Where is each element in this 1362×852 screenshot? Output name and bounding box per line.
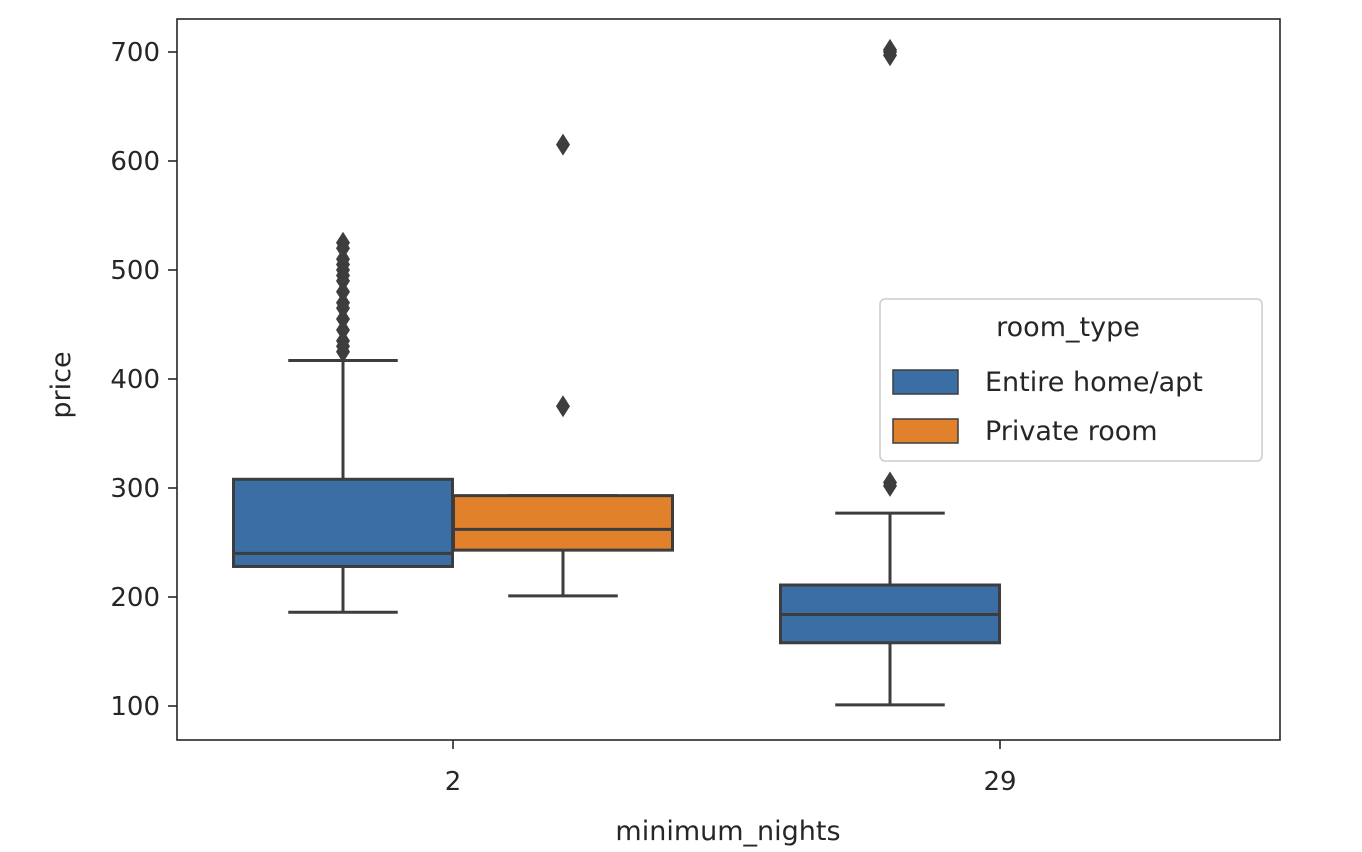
outlier-point <box>883 471 897 494</box>
y-axis-label: price <box>46 351 77 418</box>
y-tick-label: 600 <box>110 147 160 177</box>
legend-swatch-private-room <box>892 418 959 444</box>
y-tick-label: 400 <box>110 365 160 395</box>
legend-label-entire-home: Entire home/apt <box>985 367 1203 398</box>
box-private-room-2 <box>452 133 674 598</box>
outlier-point <box>556 133 570 156</box>
box-entire-home-apt-2 <box>232 231 454 614</box>
x-axis: 2 29 <box>445 740 1017 797</box>
legend-title: room_type <box>996 312 1140 343</box>
box-iqr <box>452 494 674 552</box>
box-entire-home-apt-29 <box>779 38 1001 707</box>
y-tick-label: 200 <box>110 583 160 613</box>
outlier-point <box>556 395 570 418</box>
outlier-point <box>336 231 350 254</box>
y-tick-label: 300 <box>110 474 160 504</box>
legend-swatch-entire-home <box>892 369 959 395</box>
x-tick-label: 2 <box>445 767 462 797</box>
boxes-layer <box>232 38 1001 707</box>
legend: room_type Entire home/apt Private room <box>879 298 1263 462</box>
x-tick-label: 29 <box>983 767 1016 797</box>
y-axis: 100 200 300 400 500 600 700 <box>110 38 177 722</box>
y-tick-label: 500 <box>110 256 160 286</box>
outlier-point <box>883 38 897 61</box>
legend-label-private-room: Private room <box>985 416 1158 447</box>
x-axis-label: minimum_nights <box>615 816 840 847</box>
y-tick-label: 700 <box>110 38 160 68</box>
legend-frame <box>879 298 1263 462</box>
y-tick-label: 100 <box>110 692 160 722</box>
